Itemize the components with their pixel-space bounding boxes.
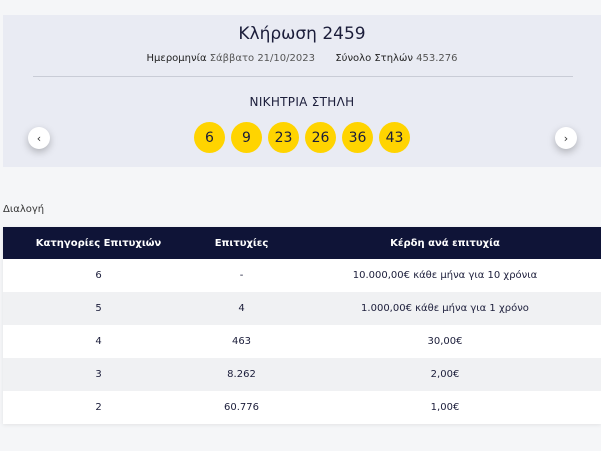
table-header: Κατηγορίες Επιτυχιών Επιτυχίες Κέρδη ανά… xyxy=(3,227,601,259)
previous-draw-button[interactable]: ‹ xyxy=(28,127,50,149)
cell-winners: 463 xyxy=(231,336,252,347)
number-ball: 26 xyxy=(305,122,336,153)
draw-meta: Ημερομηνία Σάββατο 21/10/2023 Σύνολο Στη… xyxy=(3,53,601,64)
section-label: Διαλογή xyxy=(3,204,45,215)
number-ball: 36 xyxy=(342,122,373,153)
results-table: Κατηγορίες Επιτυχιών Επιτυχίες Κέρδη ανά… xyxy=(3,227,601,424)
number-ball: 6 xyxy=(194,122,225,153)
cell-winners: 8.262 xyxy=(227,369,256,380)
cell-winners: - xyxy=(239,270,244,281)
table-row: 5 4 1.000,00€ κάθε μήνα για 1 χρόνο xyxy=(3,292,601,325)
chevron-right-icon: › xyxy=(563,131,569,145)
cell-category: 5 xyxy=(95,303,102,314)
cell-prize: 1,00€ xyxy=(430,402,460,413)
number-ball: 9 xyxy=(231,122,262,153)
cell-prize: 1.000,00€ κάθε μήνα για 1 χρόνο xyxy=(361,303,529,314)
cell-prize: 30,00€ xyxy=(427,336,463,347)
cell-category: 6 xyxy=(95,270,102,281)
columns-value: 453.276 xyxy=(416,53,458,64)
cell-category: 3 xyxy=(95,369,102,380)
header-winners: Επιτυχίες xyxy=(214,237,269,249)
table-row: 3 8.262 2,00€ xyxy=(3,358,601,391)
number-ball: 43 xyxy=(379,122,410,153)
date-value: Σάββατο 21/10/2023 xyxy=(209,53,315,64)
cell-winners: 4 xyxy=(238,303,245,314)
header-category: Κατηγορίες Επιτυχιών xyxy=(35,237,162,249)
draw-card: Κλήρωση 2459 Ημερομηνία Σάββατο 21/10/20… xyxy=(3,15,601,167)
date-label: Ημερομηνία xyxy=(146,53,207,64)
winning-column-label: ΝΙΚΗΤΡΙΑ ΣΤΗΛΗ xyxy=(249,95,355,109)
cell-category: 4 xyxy=(95,336,102,347)
table-row: 6 - 10.000,00€ κάθε μήνα για 10 χρόνια xyxy=(3,259,601,292)
draw-title: Κλήρωση 2459 xyxy=(238,24,366,44)
columns-label: Σύνολο Στηλών xyxy=(335,53,413,64)
cell-winners: 60.776 xyxy=(224,402,259,413)
cell-prize: 2,00€ xyxy=(430,369,460,380)
header-prize: Κέρδη ανά επιτυχία xyxy=(390,237,500,249)
next-draw-button[interactable]: › xyxy=(555,127,577,149)
table-row: 2 60.776 1,00€ xyxy=(3,391,601,424)
table-row: 4 463 30,00€ xyxy=(3,325,601,358)
number-ball: 23 xyxy=(268,122,299,153)
cell-prize: 10.000,00€ κάθε μήνα για 10 χρόνια xyxy=(352,270,538,281)
cell-category: 2 xyxy=(95,402,102,413)
winning-numbers: 6 9 23 26 36 43 xyxy=(3,122,601,153)
divider xyxy=(33,76,573,77)
chevron-left-icon: ‹ xyxy=(36,131,42,145)
